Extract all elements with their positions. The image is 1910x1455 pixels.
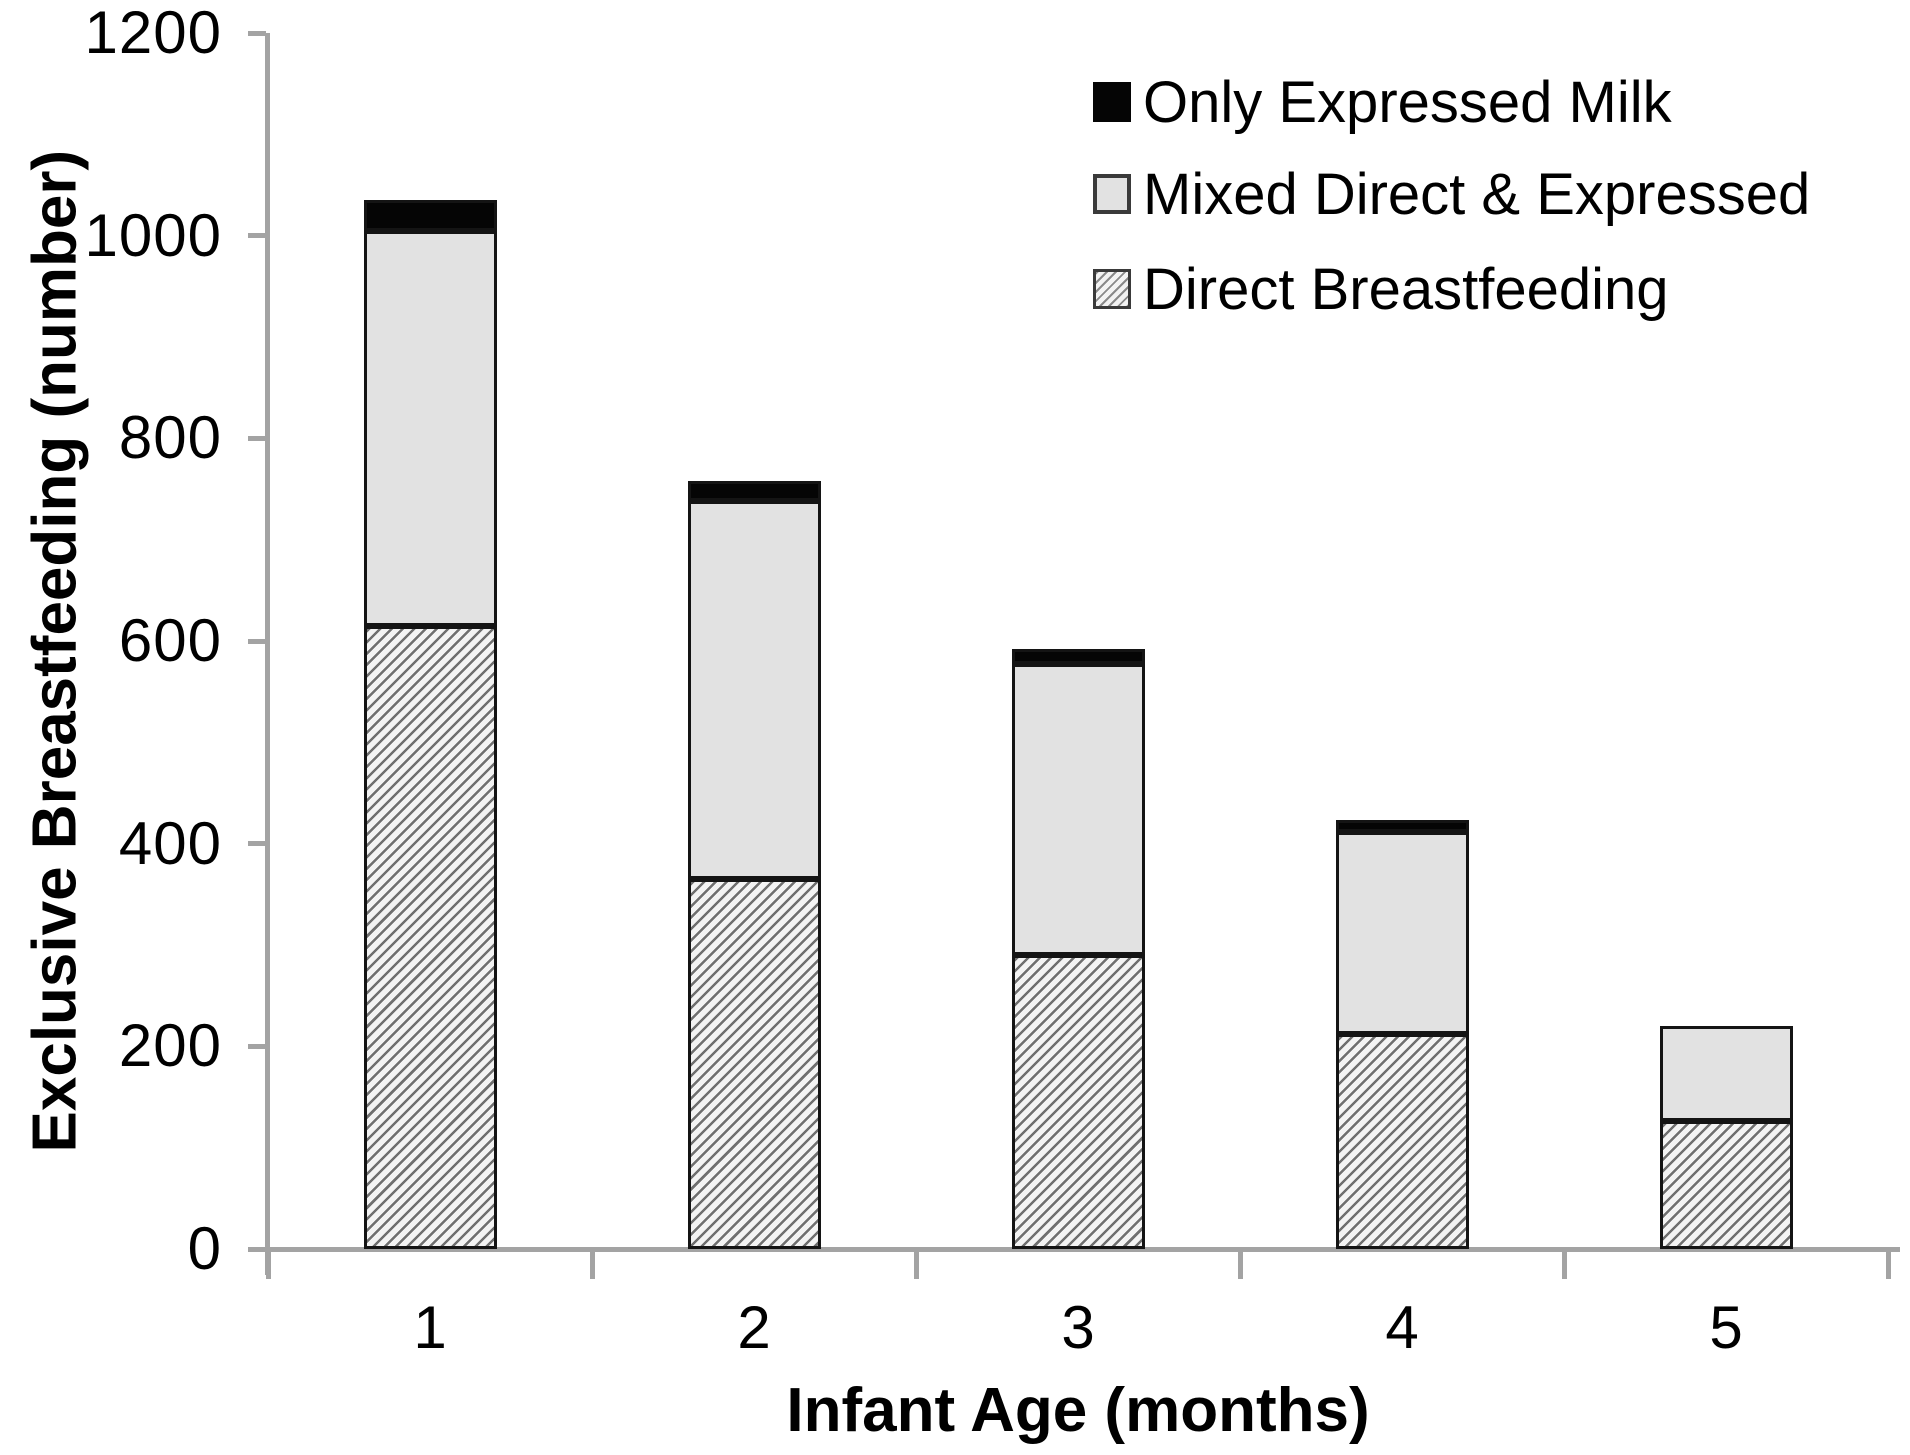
x-tick-label: 4 — [1385, 1294, 1419, 1361]
bar-month-1-mixed-direct-expressed — [363, 230, 497, 626]
bar-month-2-only-expressed-milk — [687, 480, 821, 502]
legend-swatch-black-icon — [1093, 82, 1131, 122]
bar-month-2-mixed-direct-expressed — [687, 501, 821, 880]
y-tick-label: 800 — [118, 404, 222, 472]
legend-row-gray: Mixed Direct & Expressed — [1093, 162, 1810, 227]
legend-row-black: Only Expressed Milk — [1093, 70, 1672, 135]
y-tick-label: 1200 — [84, 0, 222, 66]
bar-month-2-direct-breastfeeding — [687, 879, 821, 1249]
y-axis-line — [265, 33, 270, 1275]
bar-month-1-direct-breastfeeding — [363, 625, 497, 1249]
x-tick-label: 1 — [413, 1294, 447, 1361]
x-axis-tick — [1237, 1249, 1243, 1279]
y-tick-label: 600 — [118, 607, 222, 674]
x-axis-tick — [1561, 1249, 1567, 1279]
bar-month-4-only-expressed-milk — [1335, 820, 1469, 832]
x-tick-label: 5 — [1709, 1294, 1743, 1361]
bar-month-4-mixed-direct-expressed — [1335, 831, 1469, 1035]
y-axis-tick — [248, 638, 266, 644]
bar-month-5-mixed-direct-expressed — [1659, 1026, 1793, 1122]
y-axis-tick — [248, 233, 266, 239]
y-tick-label: 1000 — [84, 201, 222, 269]
bar-month-3-mixed-direct-expressed — [1011, 664, 1145, 956]
legend-label: Direct Breastfeeding — [1143, 256, 1669, 322]
bar-month-3-direct-breastfeeding — [1011, 955, 1145, 1249]
y-axis-tick — [248, 30, 266, 36]
x-axis-title: Infant Age (months) — [786, 1376, 1370, 1445]
x-tick-label: 3 — [1061, 1294, 1095, 1361]
y-axis-tick — [248, 841, 266, 847]
y-tick-label: 400 — [118, 809, 222, 877]
x-axis-line — [249, 1247, 1900, 1252]
legend-swatch-gray-icon — [1093, 174, 1131, 214]
x-axis-tick — [589, 1249, 595, 1279]
legend-row-hatch: Direct Breastfeeding — [1093, 257, 1668, 322]
y-tick-label: 200 — [118, 1012, 222, 1080]
legend-label: Mixed Direct & Expressed — [1143, 161, 1811, 227]
x-axis-tick — [265, 1249, 271, 1279]
x-axis-tick — [1885, 1249, 1891, 1279]
bar-month-1-only-expressed-milk — [363, 200, 497, 231]
bar-month-3-only-expressed-milk — [1011, 649, 1145, 665]
y-axis-tick — [248, 1043, 266, 1049]
y-axis-tick — [248, 1246, 266, 1252]
bar-month-5-direct-breastfeeding — [1659, 1121, 1793, 1249]
x-axis-tick — [913, 1249, 919, 1279]
y-axis-tick — [248, 435, 266, 441]
bar-month-4-direct-breastfeeding — [1335, 1034, 1469, 1249]
legend-label: Only Expressed Milk — [1143, 69, 1672, 135]
x-tick-label: 2 — [737, 1294, 771, 1361]
y-axis-title: Exclusive Breastfeeding (number) — [20, 149, 90, 1153]
y-tick-label: 0 — [187, 1215, 222, 1282]
legend-swatch-hatch-icon — [1093, 269, 1131, 309]
